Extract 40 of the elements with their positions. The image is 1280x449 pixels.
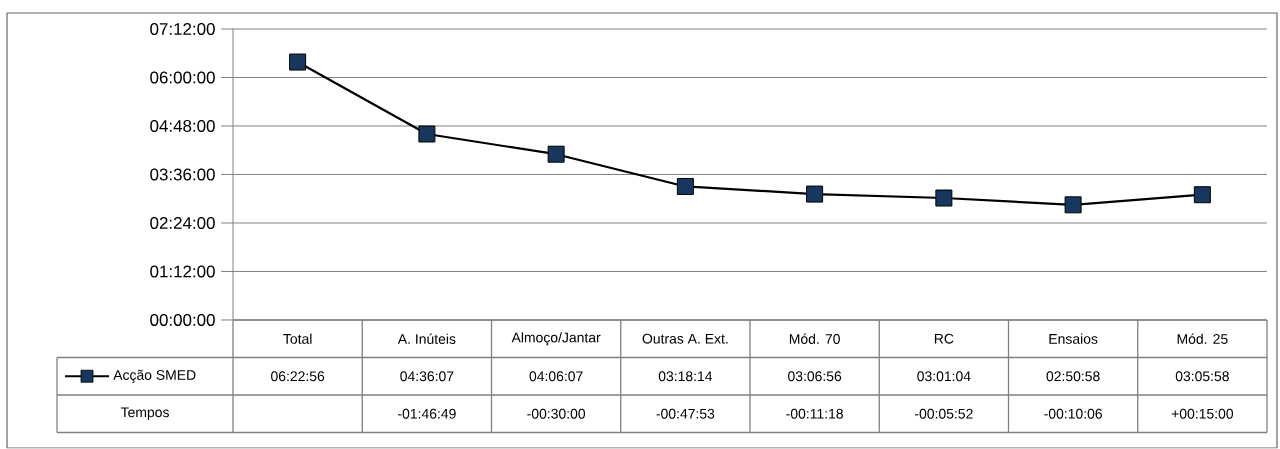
point [935,189,953,207]
data-label: 04:36:07 [400,371,454,382]
text: Tempos [120,407,169,421]
point [289,53,307,71]
point [547,145,565,163]
y-tick-label: 00:00:00 [150,314,215,327]
y-tick-label: 07:12:00 [150,23,215,36]
x-tick-label: A. Inúteis [397,333,456,345]
text: -00:47:53 [656,408,715,419]
data-label: 04:06:07 [529,371,583,382]
y-tick-label: 01:12:00 [150,265,215,278]
y-tick-label: 04:48:00 [150,120,215,133]
data-label: 03:01:04 [917,371,971,382]
x-tick-label: Total [283,333,312,345]
data-label: 02:50:58 [1046,371,1100,382]
x-tick-label: RC [934,333,954,344]
legend-label: Acção SMED [113,369,196,383]
data-label: 03:06:56 [788,371,842,382]
point [676,178,694,196]
x-tick-label: Mód. 25 [1177,333,1228,345]
x-tick-label: Ensaios [1049,333,1098,345]
y-tick-label: 06:00:00 [150,71,215,84]
text: -00:05:52 [915,408,973,419]
point [806,185,824,203]
x-tick-label: Mód. 70 [789,333,840,345]
text: -00:11:18 [786,408,843,419]
text: -00:30:00 [527,408,586,419]
text: -01:46:49 [398,408,456,419]
point [418,125,436,143]
y-tick-label: 02:24:00 [150,217,215,230]
text: -00:10:06 [1044,408,1102,419]
data-label: 03:05:58 [1175,371,1229,382]
point [1193,186,1211,204]
data-label: 03:18:14 [658,371,713,382]
x-tick-label: Almoço/Jantar [511,332,601,346]
point [1064,196,1082,214]
y-tick-label: 03:36:00 [150,168,215,181]
data-label: 06:22:56 [271,371,325,382]
text: +00:15:00 [1171,408,1234,419]
x-tick-label: Outras A. Ext. [642,333,728,344]
